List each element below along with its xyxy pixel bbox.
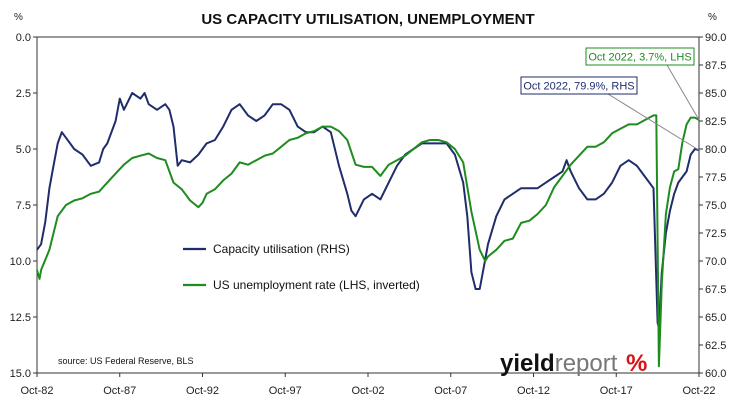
left-tick-label: 12.5 <box>10 312 31 324</box>
right-tick-label: 80.0 <box>705 144 726 156</box>
left-tick-label: 15.0 <box>10 368 31 380</box>
series-line-capacity <box>36 92 700 330</box>
yieldreport-logo: yieldreport % <box>500 350 647 377</box>
right-tick-label: 67.5 <box>705 284 726 296</box>
x-axis: Oct-82 Oct-87 Oct-92 Oct-97 Oct-02 Oct-07 Oct-… <box>20 373 716 397</box>
left-tick-label: 10.0 <box>10 256 31 268</box>
legend-label-capacity: Capacity utilisation (RHS) <box>213 242 350 256</box>
logo-wordmark: yieldreport <box>500 350 618 377</box>
right-tick-label: 82.5 <box>705 116 726 128</box>
right-tick-label: 65.0 <box>705 312 726 324</box>
annotation-layer: Oct 2022, 3.7%, LHS Oct 2022, 79.9%, RHS <box>520 47 700 151</box>
series-layer <box>36 92 700 368</box>
right-tick-label: 87.5 <box>705 60 726 72</box>
right-tick-label: 62.5 <box>705 340 726 352</box>
annotation-label: Oct 2022, 79.9%, RHS <box>523 81 634 93</box>
x-tick-label: Oct-92 <box>186 385 219 397</box>
annotation-box <box>585 47 695 66</box>
legend-label-unemployment: US unemployment rate (LHS, inverted) <box>213 278 420 292</box>
left-tick-label: 0.0 <box>16 32 31 44</box>
logo-word-yield: yield <box>500 350 555 377</box>
x-tick-label: Oct-17 <box>600 385 633 397</box>
x-tick-label: Oct-22 <box>682 385 715 397</box>
annotation-leader-line <box>607 93 700 151</box>
right-tick-label: 85.0 <box>705 88 726 100</box>
left-tick-label: 2.5 <box>16 88 31 100</box>
x-tick-label: Oct-87 <box>103 385 136 397</box>
left-axis: 0.0 2.5 5.0 7.5 10.0 12.5 15.0 <box>10 32 37 380</box>
source-note: source: US Federal Reserve, BLS <box>58 356 194 366</box>
x-tick-label: Oct-12 <box>517 385 550 397</box>
right-tick-label: 75.0 <box>705 200 726 212</box>
x-tick-label: Oct-07 <box>434 385 467 397</box>
annotation-label: Oct 2022, 3.7%, LHS <box>588 52 691 64</box>
left-tick-label: 7.5 <box>16 200 31 212</box>
right-tick-label: 72.5 <box>705 228 726 240</box>
annotation-leader-line <box>666 64 700 121</box>
right-tick-label: 70.0 <box>705 256 726 268</box>
legend: Capacity utilisation (RHS) US unemployme… <box>183 242 420 292</box>
right-axis: 60.0 62.5 65.0 67.5 70.0 72.5 75.0 77.5 80.0 82.5… <box>699 32 726 380</box>
right-tick-label: 60.0 <box>705 368 726 380</box>
annotation-box <box>520 76 638 95</box>
x-tick-label: Oct-97 <box>269 385 302 397</box>
right-tick-label: 77.5 <box>705 172 726 184</box>
x-tick-label: Oct-02 <box>351 385 384 397</box>
series-line-unemployment <box>36 114 700 368</box>
x-tick-label: Oct-82 <box>20 385 53 397</box>
chart-title: US CAPACITY UTILISATION, UNEMPLOYMENT <box>201 11 534 28</box>
logo-word-report: report <box>555 350 618 377</box>
logo-percent-icon: % <box>626 350 647 377</box>
right-axis-unit: % <box>708 12 717 23</box>
left-tick-label: 5.0 <box>16 144 31 156</box>
left-axis-unit: % <box>14 12 23 23</box>
right-tick-label: 90.0 <box>705 32 726 44</box>
